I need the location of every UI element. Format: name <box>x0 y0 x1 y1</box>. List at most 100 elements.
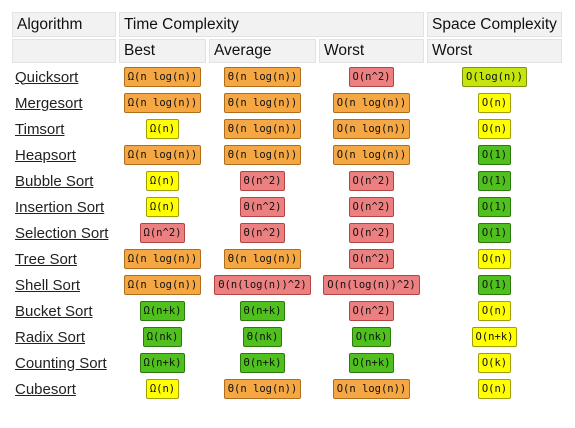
space-cell: O(n+k) <box>427 325 562 349</box>
worst-cell: O(n log(n)) <box>319 377 424 401</box>
worst-cell: O(n log(n)) <box>319 91 424 115</box>
space-complexity-badge: O(1) <box>477 145 512 165</box>
algorithm-link[interactable]: Heapsort <box>15 146 76 164</box>
table-row: Bubble Sort Ω(n) Θ(n^2) O(n^2) O(1) <box>12 169 562 193</box>
avg-cell: Θ(nk) <box>209 325 316 349</box>
best-cell: Ω(n log(n)) <box>119 65 206 89</box>
algorithm-cell: Mergesort <box>12 91 116 115</box>
table-row: Mergesort Ω(n log(n)) Θ(n log(n)) O(n log(n… <box>12 91 562 115</box>
worst-case-badge: O(nk) <box>351 327 392 347</box>
average-case-badge: Θ(n log(n)) <box>223 119 302 139</box>
worst-cell: O(n^2) <box>319 221 424 245</box>
best-case-badge: Ω(n log(n)) <box>123 93 202 113</box>
space-cell: O(n) <box>427 247 562 271</box>
algorithm-link[interactable]: Insertion Sort <box>15 198 105 216</box>
algorithm-link[interactable]: Tree Sort <box>15 250 77 268</box>
average-case-badge: Θ(n log(n)) <box>223 93 302 113</box>
header-best: Best <box>119 39 206 63</box>
worst-case-badge: O(n+k) <box>348 353 395 373</box>
best-case-badge: Ω(n) <box>145 197 180 217</box>
best-cell: Ω(n log(n)) <box>119 247 206 271</box>
avg-cell: Θ(n log(n)) <box>209 117 316 141</box>
average-case-badge: Θ(n+k) <box>239 353 286 373</box>
space-complexity-badge: O(n) <box>477 249 512 269</box>
header-space-complexity: Space Complexity <box>427 12 562 37</box>
average-case-badge: Θ(n log(n)) <box>223 379 302 399</box>
best-cell: Ω(n) <box>119 195 206 219</box>
table-row: Insertion Sort Ω(n) Θ(n^2) O(n^2) O(1) <box>12 195 562 219</box>
worst-case-badge: O(n log(n)) <box>332 93 411 113</box>
space-cell: O(n) <box>427 299 562 323</box>
best-cell: Ω(n) <box>119 377 206 401</box>
average-case-badge: Θ(n log(n)) <box>223 249 302 269</box>
worst-case-badge: O(n^2) <box>348 301 395 321</box>
best-cell: Ω(n^2) <box>119 221 206 245</box>
algorithm-link[interactable]: Radix Sort <box>15 328 86 346</box>
avg-cell: Θ(n^2) <box>209 221 316 245</box>
avg-cell: Θ(n log(n)) <box>209 143 316 167</box>
algorithm-link[interactable]: Shell Sort <box>15 276 81 294</box>
algorithm-cell: Radix Sort <box>12 325 116 349</box>
algorithm-cell: Tree Sort <box>12 247 116 271</box>
worst-case-badge: O(n^2) <box>348 67 395 87</box>
space-cell: O(1) <box>427 169 562 193</box>
algorithm-cell: Heapsort <box>12 143 116 167</box>
space-complexity-badge: O(n+k) <box>471 327 518 347</box>
header-algorithm: Algorithm <box>12 12 116 37</box>
worst-cell: O(n(log(n))^2) <box>319 273 424 297</box>
best-case-badge: Ω(n+k) <box>139 301 186 321</box>
algorithm-link[interactable]: Timsort <box>15 120 65 138</box>
avg-cell: Θ(n(log(n))^2) <box>209 273 316 297</box>
worst-case-badge: O(n log(n)) <box>332 119 411 139</box>
avg-cell: Θ(n log(n)) <box>209 65 316 89</box>
algorithm-cell: Quicksort <box>12 65 116 89</box>
average-case-badge: Θ(n(log(n))^2) <box>214 275 311 295</box>
space-complexity-badge: O(1) <box>477 197 512 217</box>
table-body: Quicksort Ω(n log(n)) Θ(n log(n)) O(n^2) O(l… <box>12 65 562 401</box>
space-complexity-badge: O(log(n)) <box>462 67 527 87</box>
space-complexity-badge: O(1) <box>477 223 512 243</box>
worst-cell: O(n log(n)) <box>319 143 424 167</box>
worst-cell: O(n log(n)) <box>319 117 424 141</box>
algorithm-link[interactable]: Counting Sort <box>15 354 107 372</box>
best-cell: Ω(n log(n)) <box>119 91 206 115</box>
table-row: Bucket Sort Ω(n+k) Θ(n+k) O(n^2) O(n) <box>12 299 562 323</box>
space-complexity-badge: O(1) <box>477 275 512 295</box>
header-worst: Worst <box>319 39 424 63</box>
algorithm-link[interactable]: Mergesort <box>15 94 83 112</box>
average-case-badge: Θ(nk) <box>242 327 283 347</box>
space-complexity-badge: O(1) <box>477 171 512 191</box>
algorithm-link[interactable]: Cubesort <box>15 380 76 398</box>
avg-cell: Θ(n log(n)) <box>209 91 316 115</box>
average-case-badge: Θ(n+k) <box>239 301 286 321</box>
table-row: Counting Sort Ω(n+k) Θ(n+k) O(n+k) O(k) <box>12 351 562 375</box>
algorithm-cell: Timsort <box>12 117 116 141</box>
best-cell: Ω(nk) <box>119 325 206 349</box>
worst-cell: O(n^2) <box>319 299 424 323</box>
space-complexity-badge: O(n) <box>477 119 512 139</box>
avg-cell: Θ(n log(n)) <box>209 247 316 271</box>
worst-case-badge: O(n^2) <box>348 223 395 243</box>
best-case-badge: Ω(n) <box>145 379 180 399</box>
worst-case-badge: O(n(log(n))^2) <box>323 275 420 295</box>
avg-cell: Θ(n+k) <box>209 351 316 375</box>
worst-cell: O(n^2) <box>319 169 424 193</box>
best-cell: Ω(n log(n)) <box>119 273 206 297</box>
algorithm-cell: Bubble Sort <box>12 169 116 193</box>
algorithm-cell: Counting Sort <box>12 351 116 375</box>
worst-case-badge: O(n log(n)) <box>332 379 411 399</box>
space-cell: O(1) <box>427 273 562 297</box>
worst-cell: O(n^2) <box>319 65 424 89</box>
algorithm-link[interactable]: Selection Sort <box>15 224 109 242</box>
best-case-badge: Ω(nk) <box>142 327 183 347</box>
algorithm-cell: Bucket Sort <box>12 299 116 323</box>
worst-case-badge: O(n^2) <box>348 249 395 269</box>
best-case-badge: Ω(n log(n)) <box>123 249 202 269</box>
algorithm-cell: Cubesort <box>12 377 116 401</box>
algorithm-cell: Shell Sort <box>12 273 116 297</box>
table-row: Heapsort Ω(n log(n)) Θ(n log(n)) O(n log(n)… <box>12 143 562 167</box>
worst-cell: O(n+k) <box>319 351 424 375</box>
algorithm-link[interactable]: Bucket Sort <box>15 302 93 320</box>
algorithm-link[interactable]: Bubble Sort <box>15 172 94 190</box>
algorithm-link[interactable]: Quicksort <box>15 68 79 86</box>
